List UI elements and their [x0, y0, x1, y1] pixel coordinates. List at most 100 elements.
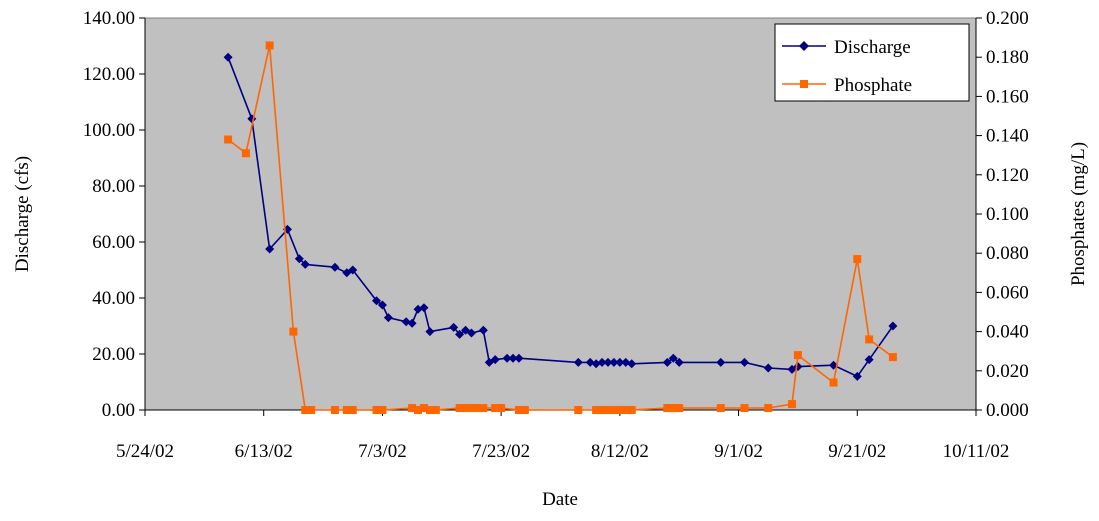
- phosphate-point: [514, 406, 523, 414]
- phosphate-point: [491, 404, 500, 413]
- phosphate-point: [479, 404, 488, 413]
- discharge-point: [591, 359, 601, 369]
- legend-discharge-marker: [799, 41, 809, 51]
- phosphate-point: [497, 404, 506, 413]
- y2-tick-label: 0.020: [986, 361, 1029, 382]
- discharge-point: [300, 259, 310, 269]
- phosphate-point: [520, 406, 529, 414]
- discharge-point: [371, 296, 381, 306]
- y-tick-label: 120.00: [83, 64, 135, 85]
- y2-axis-title: Phosphates (mg/L): [1068, 142, 1089, 286]
- phosphate-point: [888, 353, 897, 362]
- discharge-point: [377, 300, 387, 310]
- discharge-point: [621, 357, 631, 367]
- phosphate-point: [603, 406, 612, 414]
- discharge-point: [294, 254, 304, 264]
- discharge-point: [763, 363, 773, 373]
- phosphate-point: [342, 406, 351, 414]
- x-tick-label: 8/12/02: [591, 441, 649, 462]
- discharge-point: [247, 114, 257, 124]
- discharge-point: [401, 317, 411, 327]
- phosphate-point: [574, 406, 583, 414]
- discharge-point: [603, 357, 613, 367]
- legend-discharge-label: Discharge: [834, 37, 911, 58]
- phosphate-point: [592, 406, 601, 414]
- phosphate-point: [669, 404, 678, 413]
- discharge-point: [508, 353, 518, 363]
- y-tick-label: 100.00: [83, 120, 135, 141]
- y-axis-title: Discharge (cfs): [12, 156, 33, 272]
- phosphate-point: [455, 404, 464, 413]
- discharge-point: [490, 355, 500, 365]
- y2-tick-label: 0.180: [986, 47, 1029, 68]
- phosphate-point: [265, 41, 274, 50]
- x-tick-label: 6/13/02: [235, 441, 293, 462]
- y2-tick-label: 0.060: [986, 282, 1029, 303]
- x-tick-label: 7/3/02: [358, 441, 407, 462]
- phosphate-point: [627, 406, 636, 414]
- series: [223, 41, 898, 414]
- legend-box: [774, 23, 970, 102]
- phosphate-point: [598, 406, 607, 414]
- y2-tick-label: 0.200: [986, 8, 1029, 29]
- discharge-point: [585, 357, 595, 367]
- discharge-point: [407, 318, 417, 328]
- phosphate-point: [301, 406, 310, 414]
- phosphate-point: [289, 327, 298, 336]
- phosphate-point: [853, 255, 862, 264]
- y-tick-label: 140.00: [83, 8, 135, 29]
- discharge-point: [740, 357, 750, 367]
- phosphate-point: [241, 149, 250, 158]
- discharge-point: [478, 325, 488, 335]
- y-tick-label: 80.00: [92, 176, 135, 197]
- phosphate-point: [716, 404, 725, 413]
- discharge-point: [573, 357, 583, 367]
- discharge-point: [662, 357, 672, 367]
- discharge-point: [383, 313, 393, 323]
- x-tick-label: 5/24/02: [116, 441, 174, 462]
- discharge-point: [425, 327, 435, 337]
- legend: Discharge Phosphate: [774, 23, 970, 102]
- phosphate-point: [865, 335, 874, 344]
- phosphate-point: [461, 404, 470, 413]
- y2-tick-label: 0.100: [986, 204, 1029, 225]
- discharge-point: [597, 357, 607, 367]
- y-tick-label: 60.00: [92, 232, 135, 253]
- y2-tick-label: 0.120: [986, 165, 1029, 186]
- phosphate-point: [330, 406, 339, 414]
- discharge-point: [455, 329, 465, 339]
- phosphate-point: [467, 404, 476, 413]
- x-tick-label: 9/21/02: [828, 441, 886, 462]
- discharge-point: [864, 355, 874, 365]
- phosphate-point: [473, 404, 482, 413]
- discharge-point: [265, 244, 275, 254]
- phosphate-point: [829, 378, 838, 387]
- discharge-point: [330, 262, 340, 272]
- phosphate-point: [431, 406, 440, 414]
- y2-tick-label: 0.140: [986, 126, 1029, 147]
- discharge-point: [502, 353, 512, 363]
- phosphate-point: [425, 406, 434, 414]
- phosphate-point: [615, 406, 624, 414]
- discharge-point: [419, 303, 429, 313]
- y2-tick-label: 0.080: [986, 243, 1029, 264]
- x-tick-label: 10/11/02: [943, 441, 1010, 462]
- phosphate-point: [419, 404, 428, 413]
- discharge-point: [668, 353, 678, 363]
- phosphate-point: [408, 404, 417, 413]
- phosphate-point: [787, 400, 796, 409]
- phosphate-point: [307, 406, 316, 414]
- phosphate-point: [764, 404, 773, 413]
- discharge-point: [615, 357, 625, 367]
- phosphate-point: [793, 351, 802, 360]
- legend-phosphate-label: Phosphate: [834, 75, 912, 96]
- discharge-point: [514, 353, 524, 363]
- y-tick-label: 40.00: [92, 288, 135, 309]
- discharge-point: [449, 322, 459, 332]
- axes: 0.00 20.00 40.00 60.00 80.00 100.00 120.00 140.…: [83, 8, 1029, 462]
- discharge-point: [674, 357, 684, 367]
- discharge-point: [716, 357, 726, 367]
- phosphate-point: [675, 404, 684, 413]
- y2-tick-label: 0.160: [986, 86, 1029, 107]
